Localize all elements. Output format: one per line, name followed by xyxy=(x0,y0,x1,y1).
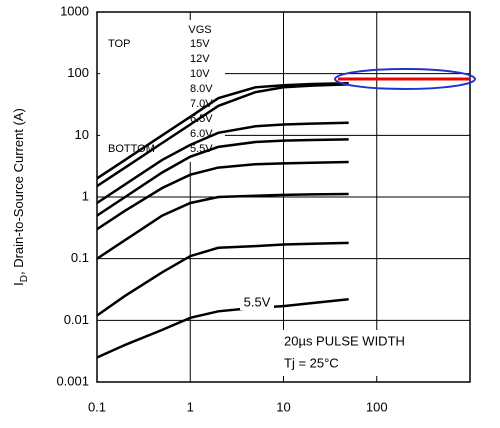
y-tick-label: 0.1 xyxy=(71,250,89,265)
series-line xyxy=(97,83,349,188)
y-tick-label: 1 xyxy=(82,188,89,203)
legend-entry: 12V xyxy=(190,53,210,65)
pulse-label: 20µs PULSE WIDTH xyxy=(284,333,405,348)
y-tick-label: 100 xyxy=(67,65,89,80)
legend-entry: 7.0V xyxy=(190,98,213,110)
series-line xyxy=(97,121,349,205)
series-line xyxy=(97,297,349,359)
plot-frame xyxy=(96,11,471,383)
highlight-ellipse xyxy=(334,68,476,90)
temp-label: Tj = 25°C xyxy=(284,355,339,370)
y-tick-label: 0.001 xyxy=(56,373,89,388)
series-line xyxy=(97,241,349,317)
series-line xyxy=(97,160,349,231)
curve-label: 5.5V xyxy=(244,294,271,309)
series-line xyxy=(97,192,349,260)
legend-top: TOP xyxy=(108,38,130,50)
legend-bottom: BOTTOM xyxy=(108,143,155,155)
legend-entry: 15V xyxy=(190,38,210,50)
legend-entry: 10V xyxy=(190,68,210,80)
curve-label-bg xyxy=(240,294,274,310)
legend-entry: 8.0V xyxy=(190,83,213,95)
y-tick-label: 1000 xyxy=(60,3,89,18)
series-line xyxy=(97,81,349,180)
y-tick-label: 10 xyxy=(75,127,89,142)
legend-title: VGS xyxy=(188,24,211,36)
x-tick-label: 10 xyxy=(276,399,290,414)
x-tick-label: 1 xyxy=(187,399,194,414)
x-tick-label: 0.1 xyxy=(88,399,106,414)
series-line xyxy=(97,138,349,217)
y-axis-label: ID, Drain-to-Source Current (A) xyxy=(11,108,29,286)
y-tick-label: 0.01 xyxy=(64,312,89,327)
legend-entry: 6.0V xyxy=(190,128,213,140)
x-tick-label: 100 xyxy=(366,399,388,414)
pulse-box xyxy=(278,330,448,376)
